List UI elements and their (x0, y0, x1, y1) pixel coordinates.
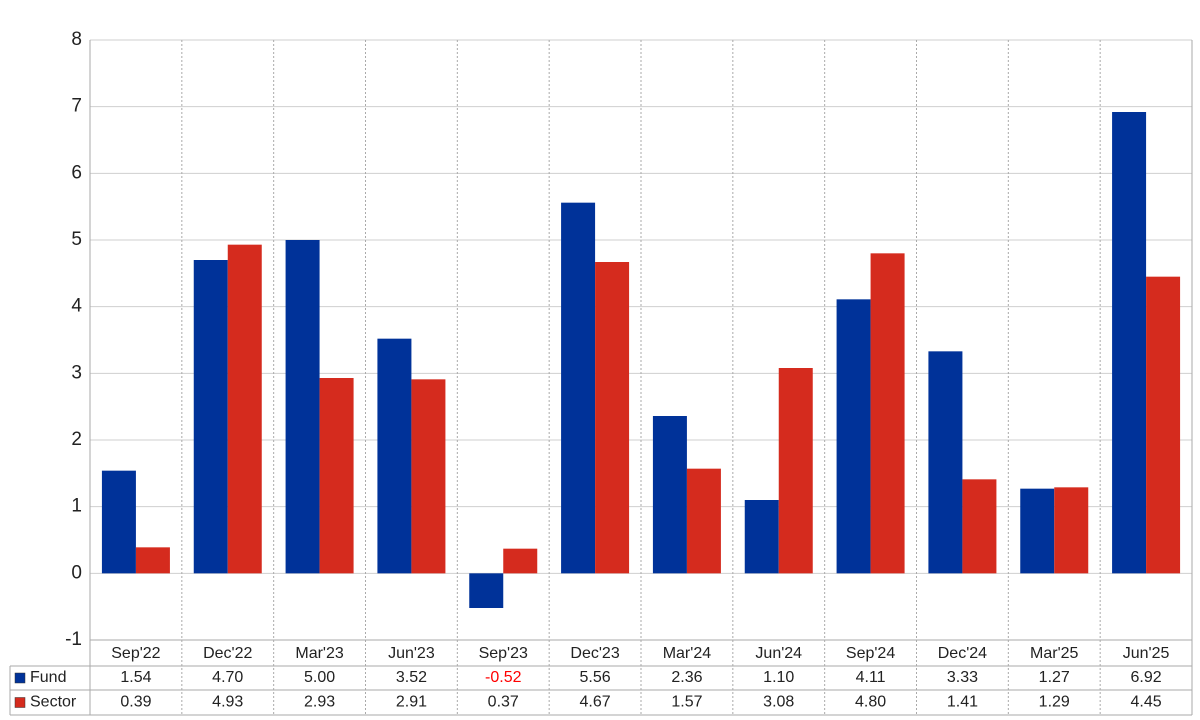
bar (870, 253, 905, 574)
table-value: 5.56 (580, 669, 611, 686)
table-value: 6.92 (1131, 669, 1162, 686)
legend-swatch (14, 697, 26, 708)
bar (744, 500, 779, 574)
table-value: 1.10 (763, 669, 794, 686)
bar (686, 468, 721, 574)
bar (836, 299, 871, 574)
table-value: 4.67 (580, 694, 611, 711)
bar (285, 240, 320, 574)
legend-swatch (14, 672, 26, 684)
legend-label: Sector (30, 694, 77, 711)
x-tick-label: Dec'22 (203, 645, 252, 662)
table-value: 2.91 (396, 694, 427, 711)
table-value: 1.29 (1039, 694, 1070, 711)
y-tick-label: 6 (71, 162, 82, 183)
bar (928, 351, 963, 574)
table-value: 0.37 (488, 694, 519, 711)
table-value: 2.93 (304, 694, 335, 711)
x-tick-label: Mar'23 (295, 645, 344, 662)
bar (1020, 488, 1055, 574)
table-value: 4.93 (212, 694, 243, 711)
bar (1146, 276, 1181, 574)
y-tick-label: 4 (71, 296, 82, 317)
x-tick-label: Sep'23 (479, 645, 528, 662)
table-value: 4.70 (212, 669, 243, 686)
y-tick-label: 0 (71, 562, 82, 583)
bar (652, 416, 687, 574)
x-tick-label: Jun'23 (388, 645, 435, 662)
x-tick-label: Dec'24 (938, 645, 987, 662)
y-tick-label: 7 (71, 96, 82, 117)
table-value: -0.52 (485, 669, 522, 686)
bar (1054, 487, 1089, 574)
table-value: 1.41 (947, 694, 978, 711)
bar (595, 262, 630, 574)
bar (411, 379, 446, 574)
y-tick-label: 2 (71, 429, 82, 450)
x-tick-label: Mar'25 (1030, 645, 1079, 662)
bar (503, 548, 538, 574)
table-value: 3.33 (947, 669, 978, 686)
table-value: 3.08 (763, 694, 794, 711)
table-value: 4.80 (855, 694, 886, 711)
table-value: 1.27 (1039, 669, 1070, 686)
table-value: 1.54 (120, 669, 151, 686)
table-value: 4.45 (1131, 694, 1162, 711)
bar (319, 378, 354, 574)
y-tick-label: 3 (71, 362, 82, 383)
table-value: 2.36 (671, 669, 702, 686)
y-tick-label: 1 (71, 496, 82, 517)
bar (101, 470, 136, 574)
table-value: 4.11 (856, 669, 886, 686)
bar (227, 244, 262, 574)
x-tick-label: Dec'23 (570, 645, 619, 662)
bar (561, 202, 596, 574)
table-value: 0.39 (120, 694, 151, 711)
y-tick-label: 8 (71, 29, 82, 50)
table-value: 1.57 (671, 694, 702, 711)
x-tick-label: Jun'25 (1123, 645, 1170, 662)
bar (469, 573, 504, 608)
y-tick-label: -1 (65, 629, 82, 650)
x-tick-label: Jun'24 (755, 645, 802, 662)
bar (1112, 112, 1147, 574)
bar (778, 368, 813, 574)
y-tick-label: 5 (71, 229, 82, 250)
x-tick-label: Sep'22 (111, 645, 160, 662)
x-tick-label: Sep'24 (846, 645, 895, 662)
bar (962, 479, 997, 574)
table-value: 3.52 (396, 669, 427, 686)
bar (193, 260, 228, 574)
bar (135, 547, 170, 574)
legend-label: Fund (30, 669, 66, 686)
x-tick-label: Mar'24 (663, 645, 712, 662)
table-value: 5.00 (304, 669, 335, 686)
bar (377, 338, 412, 574)
